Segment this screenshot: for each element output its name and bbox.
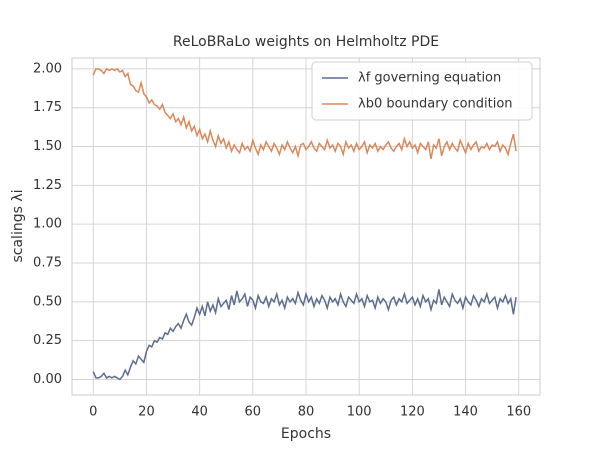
x-tick-label: 160 [506, 405, 531, 420]
y-tick-label: 1.75 [33, 100, 62, 115]
legend-box [311, 61, 533, 121]
y-tick-label: 0.75 [33, 255, 62, 270]
x-tick-label: 0 [89, 405, 97, 420]
y-tick-label: 1.00 [33, 217, 62, 232]
x-tick-label: 140 [453, 405, 478, 420]
y-axis-label: scalings λi [10, 189, 26, 262]
y-tick-label: 2.00 [33, 61, 62, 76]
x-axis-label: Epochs [281, 426, 331, 442]
legend-label: λf governing equation [358, 71, 501, 86]
y-tick-label: 1.50 [33, 139, 62, 154]
y-tick-label: 0.50 [33, 294, 62, 309]
series-line [92, 289, 517, 381]
y-tick-label: 0.25 [33, 333, 62, 348]
x-tick-label: 120 [400, 405, 425, 420]
y-tick-label: 1.25 [33, 178, 62, 193]
y-tick-label: 0.00 [33, 372, 62, 387]
series-line [92, 67, 517, 160]
x-tick-label: 100 [347, 405, 372, 420]
chart-title: ReLoBRaLo weights on Helmholtz PDE [173, 34, 439, 50]
x-tick-label: 80 [298, 405, 315, 420]
x-tick-label: 20 [138, 405, 155, 420]
legend-label: λb0 boundary condition [358, 97, 513, 112]
x-tick-label: 60 [245, 405, 262, 420]
x-tick-label: 40 [191, 405, 208, 420]
plot-frame [71, 57, 541, 396]
